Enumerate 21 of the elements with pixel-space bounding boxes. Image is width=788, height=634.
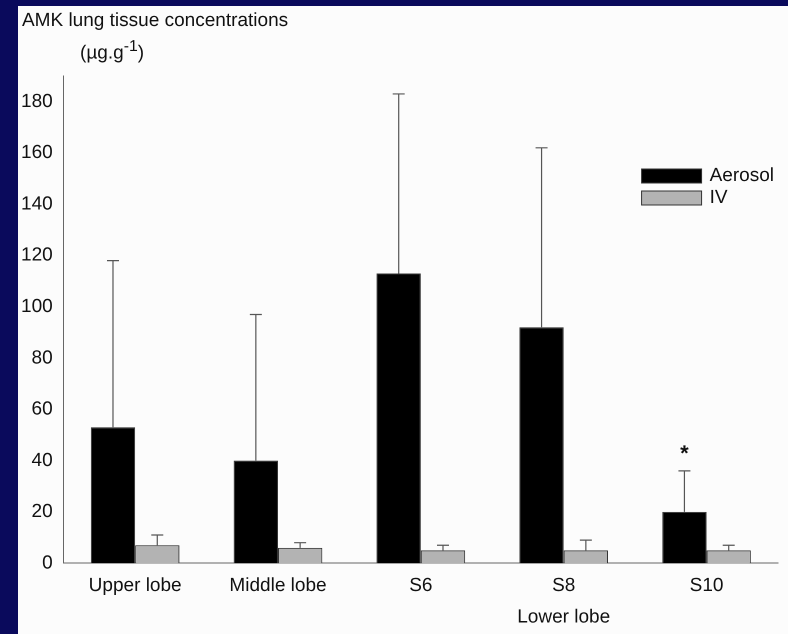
y-tick-label: 40 — [32, 450, 53, 471]
y-tick-label: 60 — [32, 398, 53, 420]
y-tick-label: 160 — [21, 142, 53, 164]
chart-title: AMK lung tissue concentrations — [22, 10, 288, 32]
x-tick-label: S6 — [409, 574, 432, 596]
y-tick-label: 80 — [32, 347, 53, 368]
x-tick-label: S10 — [690, 574, 724, 596]
annotation: * — [680, 440, 690, 466]
x-tick-label: S8 — [552, 574, 576, 596]
y-tick-label: 180 — [21, 90, 53, 112]
y-tick-label: 140 — [21, 193, 53, 214]
text: Lower lobe — [517, 606, 610, 628]
x-tick-label: Upper lobe — [88, 574, 182, 596]
y-tick-label: 20 — [32, 501, 53, 522]
x-tick-label: Middle lobe — [229, 574, 327, 596]
legend-label: IV — [710, 187, 728, 208]
y-axis-title: (µg.g$^{-1}$) — [80, 38, 144, 64]
y-tick-label: 120 — [21, 244, 53, 266]
y-tick-label: 100 — [21, 296, 53, 318]
legend-label: Aerosol — [710, 165, 774, 186]
y-tick-label: 0 — [42, 552, 53, 574]
